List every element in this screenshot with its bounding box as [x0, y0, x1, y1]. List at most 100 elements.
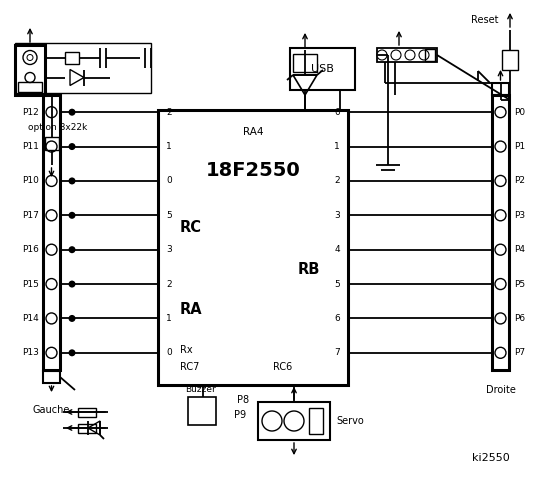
Text: P13: P13 [22, 348, 39, 357]
Bar [15, 43, 151, 93]
Circle shape [495, 244, 506, 255]
Bar [43, 95, 60, 370]
Circle shape [27, 55, 33, 60]
Circle shape [69, 212, 76, 219]
Text: 18F2550: 18F2550 [206, 160, 300, 180]
Circle shape [495, 175, 506, 186]
Text: P12: P12 [22, 108, 39, 117]
Text: RA4: RA4 [243, 127, 263, 137]
Text: P0: P0 [514, 108, 525, 117]
Circle shape [46, 141, 57, 152]
Text: P15: P15 [22, 279, 39, 288]
Circle shape [69, 281, 76, 288]
Text: P14: P14 [22, 314, 39, 323]
Text: ki2550: ki2550 [472, 453, 510, 463]
Text: RC6: RC6 [273, 362, 292, 372]
Circle shape [46, 313, 57, 324]
Bar [158, 110, 348, 385]
Bar [188, 397, 216, 425]
Text: Rx: Rx [180, 345, 192, 355]
Text: 1: 1 [334, 142, 340, 151]
Text: 5: 5 [334, 279, 340, 288]
Text: option 8x22k: option 8x22k [28, 122, 87, 132]
Bar [492, 95, 509, 370]
Bar [78, 423, 96, 432]
Circle shape [46, 278, 57, 289]
Text: RC7: RC7 [180, 362, 200, 372]
Bar [43, 371, 60, 383]
Text: P4: P4 [514, 245, 525, 254]
Bar [377, 48, 437, 62]
Text: P9: P9 [234, 410, 246, 420]
Text: P5: P5 [514, 279, 525, 288]
Circle shape [69, 143, 76, 150]
Text: RA: RA [180, 302, 202, 317]
Text: 1: 1 [166, 314, 172, 323]
Circle shape [495, 313, 506, 324]
Text: USB: USB [311, 64, 334, 74]
Circle shape [23, 50, 37, 64]
Text: RC: RC [180, 220, 202, 236]
Text: P2: P2 [514, 177, 525, 185]
Text: 3: 3 [166, 245, 172, 254]
Text: 0: 0 [166, 348, 172, 357]
Bar [18, 82, 42, 92]
Text: P10: P10 [22, 177, 39, 185]
Circle shape [495, 210, 506, 221]
Circle shape [69, 315, 76, 322]
Circle shape [419, 50, 429, 60]
Text: P16: P16 [22, 245, 39, 254]
Circle shape [46, 348, 57, 358]
Circle shape [284, 411, 304, 431]
Text: 0: 0 [334, 108, 340, 117]
Text: 5: 5 [166, 211, 172, 220]
Circle shape [46, 107, 57, 118]
Bar [290, 48, 355, 90]
Bar [309, 408, 323, 434]
Text: 7: 7 [334, 348, 340, 357]
Circle shape [377, 50, 387, 60]
Circle shape [391, 50, 401, 60]
Text: 2: 2 [166, 108, 171, 117]
Text: Gauche: Gauche [33, 405, 70, 415]
Text: P3: P3 [514, 211, 525, 220]
Text: P6: P6 [514, 314, 525, 323]
Text: 1: 1 [166, 142, 172, 151]
Text: Servo: Servo [336, 416, 364, 426]
Text: Buzzer: Buzzer [185, 385, 215, 395]
Circle shape [69, 349, 76, 356]
Circle shape [69, 246, 76, 253]
Circle shape [25, 72, 35, 83]
Text: P7: P7 [514, 348, 525, 357]
Text: 4: 4 [335, 245, 340, 254]
Circle shape [46, 244, 57, 255]
Bar [502, 50, 518, 70]
Bar [78, 408, 96, 417]
Text: 3: 3 [334, 211, 340, 220]
Text: P11: P11 [22, 142, 39, 151]
Bar [492, 83, 509, 95]
Bar [425, 49, 435, 61]
Circle shape [495, 278, 506, 289]
Circle shape [405, 50, 415, 60]
Bar [44, 137, 59, 150]
Text: 2: 2 [335, 177, 340, 185]
Text: P1: P1 [514, 142, 525, 151]
Circle shape [495, 107, 506, 118]
Text: RB: RB [298, 263, 320, 277]
Circle shape [69, 178, 76, 184]
Bar [258, 402, 330, 440]
Bar [15, 45, 45, 95]
Circle shape [69, 108, 76, 116]
Circle shape [46, 210, 57, 221]
Circle shape [46, 175, 57, 186]
Text: 2: 2 [166, 279, 171, 288]
Bar [293, 54, 317, 72]
Text: Reset: Reset [471, 15, 498, 25]
Text: Droite: Droite [486, 385, 515, 395]
Text: 6: 6 [334, 314, 340, 323]
Text: 0: 0 [166, 177, 172, 185]
Circle shape [495, 141, 506, 152]
Circle shape [262, 411, 282, 431]
Text: P17: P17 [22, 211, 39, 220]
